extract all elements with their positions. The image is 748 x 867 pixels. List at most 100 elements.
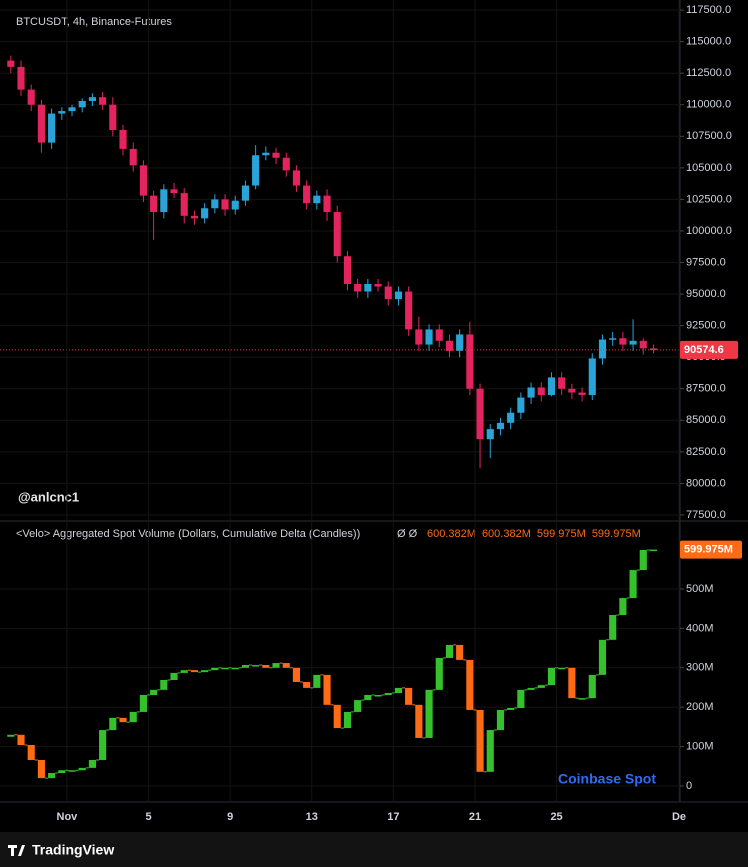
- candle-body: [476, 709, 484, 772]
- candle-body: [109, 104, 117, 130]
- candle-body: [323, 674, 331, 705]
- candle-body: [231, 667, 239, 670]
- candle-body: [588, 674, 596, 699]
- candle-body: [150, 689, 158, 695]
- candle-body: [262, 665, 270, 668]
- candle-body: [456, 334, 464, 351]
- last-price-label: 90574.6: [684, 344, 724, 356]
- y-tick-label: 95000.0: [686, 288, 726, 300]
- legend-value: 600.382M: [482, 528, 531, 540]
- candle-body: [313, 674, 321, 688]
- y-tick-label: 117500.0: [686, 4, 731, 16]
- candle-body: [78, 767, 86, 771]
- legend-value: 599.975M: [537, 528, 586, 540]
- candle-body: [486, 730, 494, 772]
- y-tick-label: 87500.0: [686, 383, 726, 395]
- y-tick-label: 80000.0: [686, 477, 726, 489]
- candle-body: [272, 663, 280, 668]
- y-tick-label: 0: [686, 780, 692, 792]
- candle-body: [180, 193, 188, 216]
- candle-body: [547, 667, 556, 686]
- candle-body: [435, 657, 443, 690]
- candle-body: [88, 97, 96, 101]
- y-tick-label: 112500.0: [686, 67, 731, 79]
- annotation: Coinbase Spot: [558, 771, 656, 787]
- candle-body: [262, 152, 270, 156]
- candle-body: [88, 759, 96, 768]
- candle-body: [139, 165, 147, 196]
- candle-body: [129, 711, 137, 723]
- candle-body: [160, 680, 168, 690]
- y-tick-label: 97500.0: [686, 256, 726, 268]
- candle-body: [48, 113, 56, 143]
- candle-body: [639, 340, 647, 349]
- candle-body: [364, 283, 372, 292]
- candle-body: [537, 387, 545, 396]
- candle-body: [609, 614, 617, 640]
- candle-body: [17, 66, 25, 90]
- y-tick-label: 82500.0: [686, 446, 726, 458]
- candle-body: [109, 717, 117, 731]
- indicator-flags: Ø Ø: [397, 528, 418, 540]
- footer-brand[interactable]: TradingView: [32, 842, 114, 858]
- y-tick-label: 107500.0: [686, 130, 732, 142]
- candle-body: [384, 286, 392, 300]
- candle-body: [507, 707, 515, 710]
- candle-body: [466, 334, 474, 389]
- candle-body: [537, 685, 545, 688]
- candle-body: [211, 667, 219, 671]
- x-tick-label: 13: [306, 811, 318, 823]
- candle-body: [558, 377, 566, 389]
- candle-body: [7, 734, 15, 737]
- candle-body: [333, 704, 341, 729]
- candle-body: [99, 730, 107, 760]
- candle-body: [445, 340, 454, 351]
- candle-body: [415, 704, 423, 738]
- candle-body: [27, 89, 35, 105]
- candle-body: [221, 667, 229, 670]
- candle-body: [58, 770, 66, 773]
- y-tick-label: 300M: [686, 662, 714, 674]
- last-value-tag: [680, 540, 742, 559]
- y-tick-label: 85000.0: [686, 414, 726, 426]
- candle-body: [425, 329, 433, 345]
- candle-body: [527, 387, 535, 398]
- candle-body: [68, 770, 76, 772]
- last-value-label: 599.975M: [684, 543, 733, 555]
- candle-body: [170, 189, 178, 194]
- candle-body: [241, 665, 250, 668]
- candle-body: [384, 693, 392, 695]
- candle-body: [649, 348, 658, 350]
- candle-body: [201, 670, 209, 673]
- y-tick-label: 100M: [686, 741, 714, 753]
- candle-body: [476, 388, 484, 440]
- candle-body: [547, 377, 556, 396]
- candle-body: [119, 717, 127, 723]
- x-tick-label: 25: [550, 811, 562, 823]
- candle-body: [374, 694, 382, 697]
- candle-body: [241, 185, 250, 201]
- logo-icon: [8, 845, 25, 856]
- candle-body: [405, 687, 413, 705]
- candle-body: [517, 689, 525, 708]
- candle-body: [558, 667, 566, 670]
- candle-body: [180, 670, 188, 673]
- legend-value: 599.975M: [592, 528, 641, 540]
- candle-body: [333, 212, 341, 257]
- candle-body: [48, 772, 56, 779]
- candle-body: [160, 189, 168, 213]
- candle-body: [282, 663, 290, 668]
- candle-body: [252, 155, 260, 186]
- x-tick-label: 17: [387, 811, 399, 823]
- candle-body: [354, 700, 362, 712]
- candle-body: [466, 659, 474, 710]
- candle-body: [68, 107, 76, 112]
- candle-body: [394, 687, 403, 694]
- candle-body: [292, 667, 301, 682]
- candle-body: [78, 100, 86, 108]
- candle-body: [282, 157, 290, 171]
- candle-body: [415, 329, 423, 345]
- candle-body: [343, 256, 352, 284]
- candle-body: [456, 644, 464, 660]
